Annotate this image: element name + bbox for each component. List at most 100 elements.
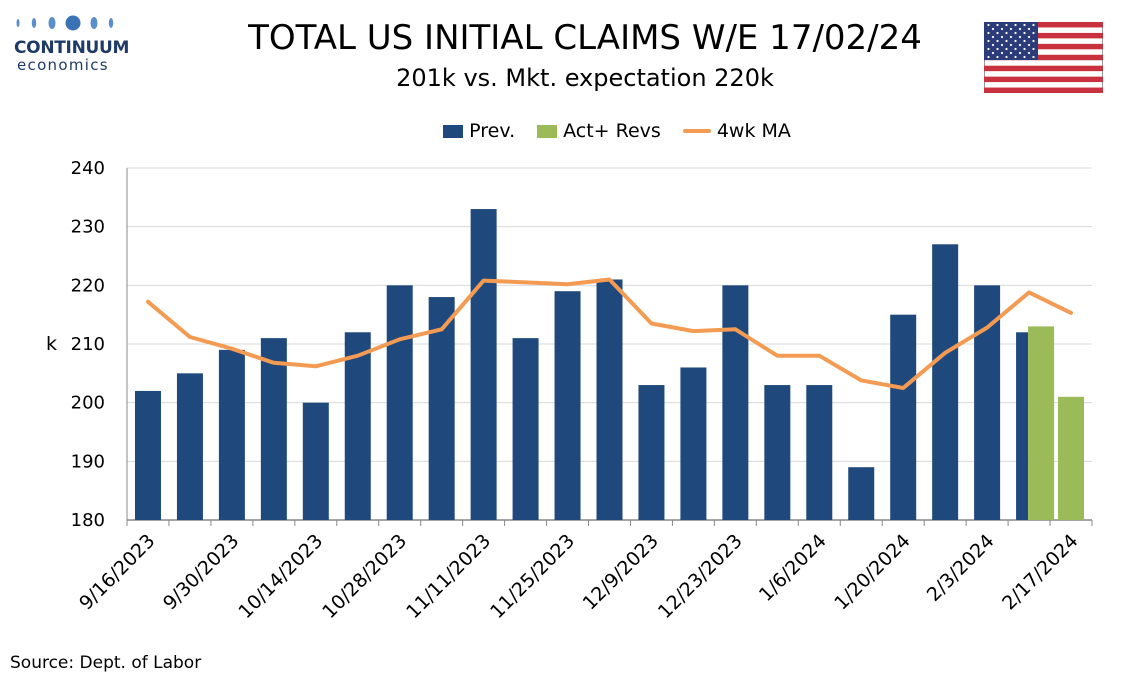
bar-prev: [554, 291, 581, 520]
y-tick-label: 180: [71, 510, 105, 531]
y-tick-label: 240: [71, 158, 105, 179]
flag-star: [1014, 55, 1017, 59]
flag-star: [1027, 35, 1031, 39]
flag-star: [1014, 23, 1017, 27]
flag-star: [1023, 55, 1026, 59]
bar-prev: [260, 338, 287, 520]
flag-star: [1032, 39, 1035, 43]
flag-star: [991, 27, 995, 31]
flag-star: [996, 31, 999, 35]
y-tick-label: 220: [71, 275, 105, 296]
x-tick-label: 10/14/2023: [234, 530, 327, 623]
y-tick-label: 230: [71, 217, 105, 238]
flag-star: [987, 55, 990, 59]
bar-prev: [134, 390, 161, 520]
brand-subname: economics: [17, 56, 109, 74]
bar-prev: [764, 385, 791, 520]
legend-item-ma: 4wk MA: [682, 120, 791, 142]
x-tick-label: 2/17/2024: [998, 530, 1082, 614]
flag-stripe: [984, 32, 1103, 39]
flag-star: [1014, 31, 1017, 35]
flag-star: [1005, 55, 1008, 59]
legend-label-prev: Prev.: [469, 120, 516, 142]
legend-item-prev: Prev.: [443, 120, 515, 142]
flag-star: [991, 51, 995, 55]
legend-swatch-ma: [682, 129, 711, 133]
ma-line: [146, 277, 1073, 390]
bar-prev: [428, 297, 455, 520]
bar-prev: [218, 349, 245, 520]
bar-prev: [596, 279, 623, 520]
chart-title: TOTAL US INITIAL CLAIMS W/E 17/02/24: [248, 18, 922, 58]
x-tick-label: 10/28/2023: [318, 530, 411, 623]
flag-stripe: [984, 54, 1103, 61]
flag-star: [1000, 35, 1004, 39]
bar-prev: [470, 209, 497, 521]
bar-prev: [890, 314, 917, 520]
flag-star: [1018, 51, 1022, 55]
flag-star: [991, 43, 995, 47]
legend-label-ma: 4wk MA: [716, 120, 791, 142]
source-note: Source: Dept. of Labor: [10, 653, 202, 673]
x-tick-label: 1/6/2024: [755, 530, 831, 606]
legend-swatch-act: [537, 124, 558, 138]
flag-star: [1032, 55, 1035, 59]
chart-subtitle: 201k vs. Mkt. expectation 220k: [396, 64, 774, 92]
flag-star: [1018, 43, 1022, 47]
bar-prev: [302, 402, 329, 520]
flag-star: [991, 35, 995, 39]
x-tick-label: 2/3/2024: [923, 530, 999, 606]
y-tick-label: 210: [71, 334, 105, 355]
legend-swatch-prev: [443, 124, 464, 138]
flag-star: [1005, 47, 1008, 51]
flag-star: [987, 23, 990, 27]
logo-dots-icon: [16, 15, 114, 31]
bar-prev: [680, 367, 707, 520]
bar-prev: [974, 285, 1001, 520]
flag-star: [987, 31, 990, 35]
flag-star: [1018, 27, 1022, 31]
flag-star: [1027, 43, 1031, 47]
flag-star: [1023, 39, 1026, 43]
flag-star: [1009, 51, 1013, 55]
flag-star: [1014, 47, 1017, 51]
x-tick-label: 1/20/2024: [830, 530, 914, 614]
y-tick-label: 190: [71, 451, 105, 472]
flag-star: [1032, 47, 1035, 51]
flag-star: [1005, 31, 1008, 35]
us-flag-icon: [984, 22, 1103, 93]
flag-stripe: [984, 22, 1103, 28]
x-tick-label: 9/16/2023: [75, 530, 159, 614]
flag-star: [1009, 43, 1013, 47]
bar-prev: [1016, 332, 1029, 520]
bar-prev: [932, 244, 959, 520]
chart-legend: Prev. Act+ Revs 4wk MA: [50, 120, 1134, 142]
x-tick-label: 11/25/2023: [486, 530, 579, 623]
flag-star: [987, 39, 990, 43]
flag-star: [996, 39, 999, 43]
y-tick-label: 200: [71, 393, 105, 414]
flag-stripe: [984, 87, 1103, 93]
x-tick-label: 12/9/2023: [579, 530, 663, 614]
flag-star: [996, 23, 999, 27]
bar-prev: [722, 285, 749, 520]
brand-logo: CONTINUUM economics: [10, 14, 135, 74]
bar-act: [1028, 326, 1055, 520]
bar-prev: [806, 385, 833, 520]
flag-stripe: [984, 43, 1103, 50]
bar-prev: [386, 285, 413, 520]
flag-star: [1027, 27, 1031, 31]
flag-star: [1005, 39, 1008, 43]
x-tick-label: 11/11/2023: [402, 530, 495, 623]
x-tick-label: 9/30/2023: [159, 530, 243, 614]
flag-star: [1009, 35, 1013, 39]
flag-stripe: [984, 76, 1103, 83]
flag-star: [996, 55, 999, 59]
flag-star: [1014, 39, 1017, 43]
flag-star: [1023, 31, 1026, 35]
brand-name: CONTINUUM: [14, 38, 130, 58]
x-tick-label: 12/23/2023: [654, 530, 747, 623]
flag-star: [1032, 31, 1035, 35]
flag-star: [987, 47, 990, 51]
bar-prev: [848, 467, 875, 520]
